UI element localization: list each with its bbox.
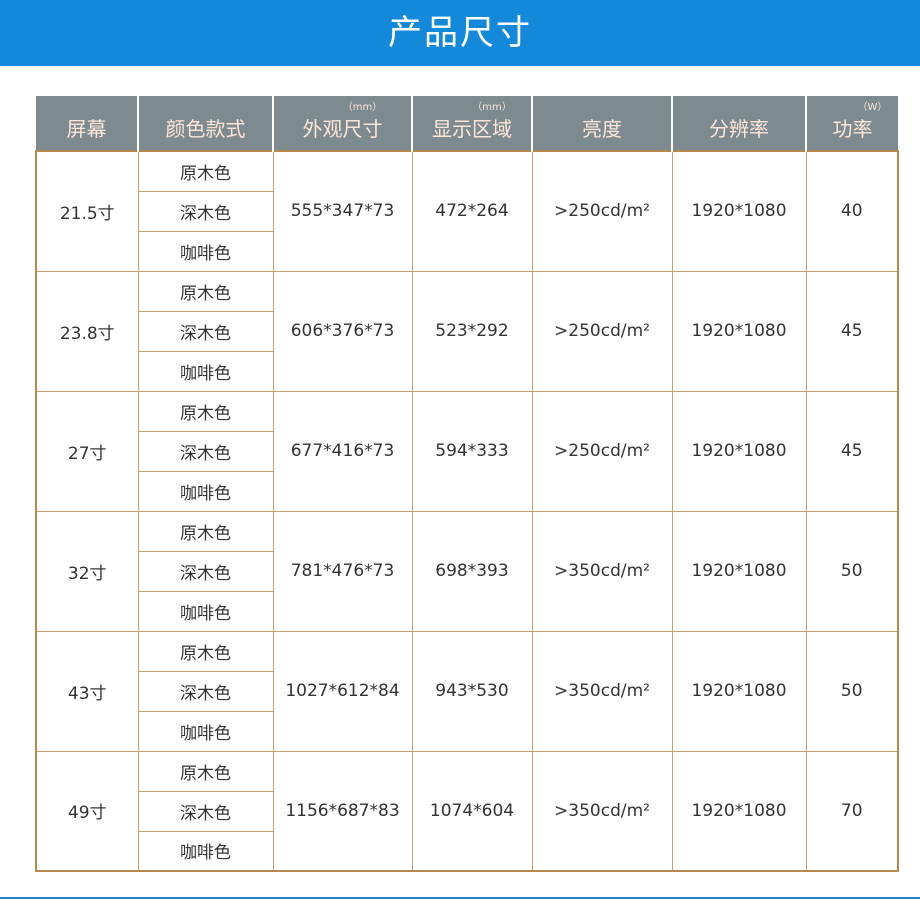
color-cell: 咖啡色 [137,230,274,272]
screen-cell: 21.5寸 [35,150,139,272]
display-area-cell: 698*393 [411,510,533,632]
color-cell: 原木色 [137,150,274,192]
size-cell: 677*416*73 [272,390,413,512]
table-row: 27寸 原木色 677*416*73 594*333 >250cd/m² 1920*108… [35,390,899,512]
power-cell: 45 [805,390,899,512]
display-area-cell: 472*264 [411,150,533,272]
color-cell: 深木色 [137,550,274,592]
color-cell: 咖啡色 [137,830,274,872]
column-label: 分辨率 [709,116,769,141]
bottom-divider [0,897,920,899]
power-cell: 40 [805,150,899,272]
resolution-cell: 1920*1080 [671,750,807,872]
column-unit: （mm） [342,102,383,113]
screen-cell: 23.8寸 [35,270,139,392]
table-row: 咖啡色 [36,590,898,632]
color-cell: 咖啡色 [137,590,274,632]
color-cell: 深木色 [137,430,274,472]
table-row: 49寸 原木色 1156*687*83 1074*604 >350cd/m² 1920*1… [35,750,899,872]
page-title: 产品尺寸 [0,0,920,66]
display-area-cell: 523*292 [411,270,533,392]
product-size-table: 屏幕 颜色款式 （mm） 外观尺寸 （mm） 显示区域 亮度 分辨率 （W） 功率 21.5寸 原木… [35,96,899,872]
screen-cell: 32寸 [35,510,139,632]
color-cell: 深木色 [137,190,274,232]
brightness-cell: >350cd/m² [531,750,673,872]
table-row: 咖啡色 [36,710,898,752]
display-area-cell: 594*333 [411,390,533,512]
resolution-cell: 1920*1080 [671,150,807,272]
brightness-cell: >350cd/m² [531,630,673,752]
table-row: 23.8寸 原木色 606*376*73 523*292 >250cd/m² 1920*1… [35,270,899,392]
size-cell: 781*476*73 [272,510,413,632]
column-header: （mm） 外观尺寸 [272,96,412,151]
brightness-cell: >250cd/m² [531,390,673,512]
color-cell: 原木色 [137,510,274,552]
column-label: 颜色款式 [165,116,246,141]
column-label: 显示区域 [432,116,512,141]
color-cell: 咖啡色 [137,350,274,392]
column-header: （mm） 显示区域 [411,96,532,151]
column-unit: （mm） [472,102,512,113]
column-unit: （W） [857,102,888,113]
color-cell: 咖啡色 [137,470,274,512]
column-header: （W） 功率 [805,96,898,151]
column-label: 功率 [832,116,873,141]
resolution-cell: 1920*1080 [671,630,807,752]
column-label: 亮度 [582,116,622,141]
table-row: 21.5寸 原木色 555*347*73 472*264 >250cd/m² 1920*1… [35,150,899,272]
column-label: 外观尺寸 [302,116,383,141]
resolution-cell: 1920*1080 [671,270,807,392]
size-cell: 555*347*73 [272,150,413,272]
display-area-cell: 943*530 [411,630,533,752]
table-row: 深木色 [36,790,898,832]
power-cell: 50 [805,630,899,752]
screen-cell: 49寸 [35,750,139,872]
table-row: 深木色 [36,550,898,592]
color-cell: 深木色 [137,670,274,712]
brightness-cell: >250cd/m² [531,270,673,392]
column-header: 亮度 [531,96,672,151]
resolution-cell: 1920*1080 [671,510,807,632]
table-row: 43寸 原木色 1027*612*84 943*530 >350cd/m² 1920*10… [35,630,899,752]
size-cell: 1027*612*84 [272,630,413,752]
column-header: 屏幕 [36,96,138,151]
screen-cell: 27寸 [35,390,139,512]
color-cell: 原木色 [137,630,274,672]
color-cell: 原木色 [137,750,274,792]
table-row: 深木色 [36,430,898,472]
power-cell: 45 [805,270,899,392]
table-header-row: 屏幕 颜色款式 （mm） 外观尺寸 （mm） 显示区域 亮度 分辨率 （W） 功率 [36,96,898,151]
table-row: 咖啡色 [36,230,898,272]
table-row: 深木色 [36,670,898,712]
display-area-cell: 1074*604 [411,750,533,872]
color-cell: 原木色 [137,390,274,432]
table-row: 32寸 原木色 781*476*73 698*393 >350cd/m² 1920*108… [35,510,899,632]
table-row: 咖啡色 [36,830,898,872]
column-label: 屏幕 [66,116,107,141]
power-cell: 50 [805,510,899,632]
column-header: 分辨率 [671,96,806,151]
column-header: 颜色款式 [137,96,273,151]
table-row: 咖啡色 [36,470,898,512]
size-cell: 1156*687*83 [272,750,413,872]
power-cell: 70 [805,750,899,872]
table-row: 咖啡色 [36,350,898,392]
screen-cell: 43寸 [35,630,139,752]
table-row: 深木色 [36,190,898,232]
size-cell: 606*376*73 [272,270,413,392]
brightness-cell: >350cd/m² [531,510,673,632]
color-cell: 咖啡色 [137,710,274,752]
color-cell: 深木色 [137,310,274,352]
brightness-cell: >250cd/m² [531,150,673,272]
resolution-cell: 1920*1080 [671,390,807,512]
color-cell: 原木色 [137,270,274,312]
color-cell: 深木色 [137,790,274,832]
